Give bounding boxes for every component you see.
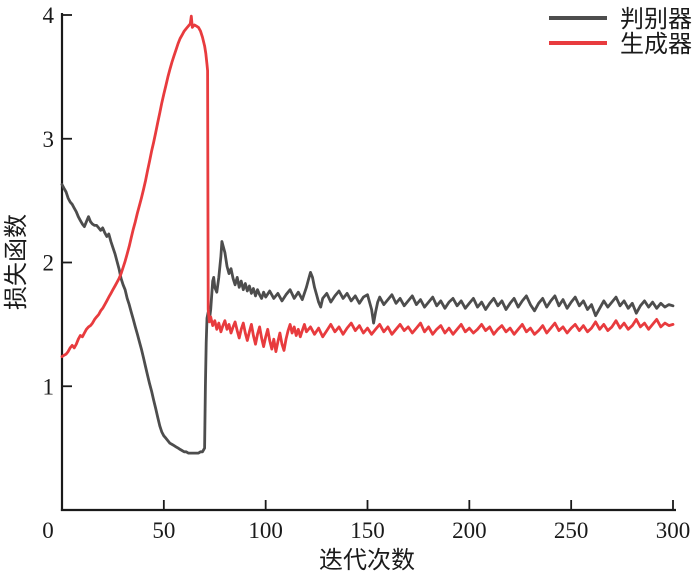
x-tick-label: 300 bbox=[656, 518, 691, 543]
legend-label-generator: 生成器 bbox=[620, 31, 692, 58]
y-tick-label: 3 bbox=[43, 127, 55, 152]
legend-label-discriminator: 判别器 bbox=[620, 6, 692, 33]
x-axis-ticks: 0 50 100 150 200 250 300 bbox=[42, 500, 690, 543]
y-tick-label: 2 bbox=[43, 251, 55, 276]
y-tick-label: 4 bbox=[43, 3, 55, 28]
y-tick-label: 1 bbox=[43, 374, 55, 399]
legend: 判别器 生成器 bbox=[549, 6, 692, 58]
x-tick-label: 250 bbox=[554, 518, 589, 543]
y-axis-title: 损失函数 bbox=[3, 214, 30, 310]
x-tick-label: 0 bbox=[42, 518, 54, 543]
x-tick-label: 150 bbox=[350, 518, 385, 543]
series-generator-line bbox=[60, 14, 675, 358]
x-tick-label: 100 bbox=[248, 518, 283, 543]
x-axis-title: 迭代次数 bbox=[319, 547, 415, 574]
axes bbox=[60, 13, 676, 512]
series-discriminator-line bbox=[60, 183, 675, 455]
x-tick-label: 200 bbox=[452, 518, 487, 543]
x-tick-label: 50 bbox=[152, 518, 175, 543]
y-axis-ticks: 1 2 3 4 bbox=[43, 3, 72, 399]
